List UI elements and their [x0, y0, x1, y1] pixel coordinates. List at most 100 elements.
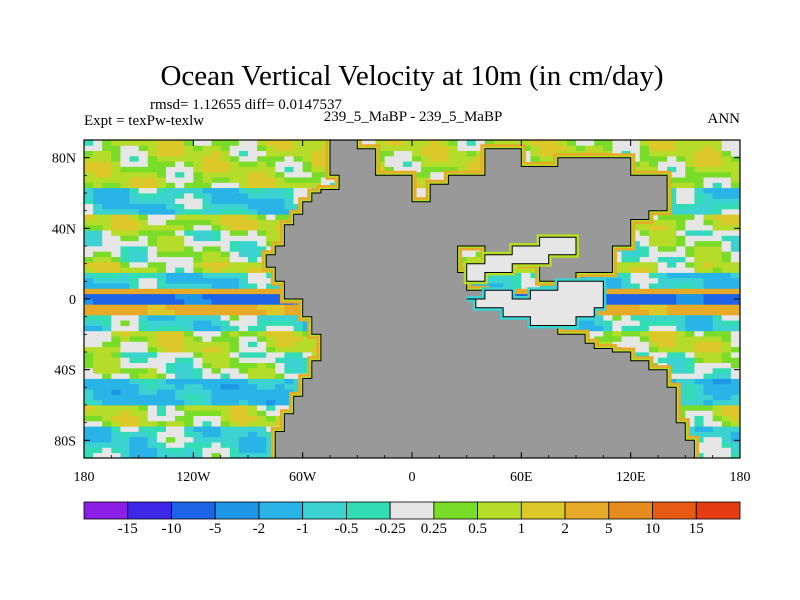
- field-cell: [138, 304, 149, 310]
- field-cell: [229, 261, 240, 268]
- field-cell: [193, 261, 203, 268]
- field-cell: [238, 182, 249, 189]
- field-cell: [102, 320, 112, 326]
- field-cell: [257, 187, 267, 194]
- y-tick-label: 40N: [52, 222, 76, 237]
- field-cell: [84, 320, 94, 326]
- field-cell: [703, 267, 714, 273]
- field-cell: [166, 240, 176, 247]
- field-cell: [293, 150, 304, 157]
- field-cell: [175, 166, 185, 173]
- field-cell: [703, 341, 714, 348]
- field-cell: [120, 277, 130, 284]
- field-cell: [311, 161, 322, 167]
- field-cell: [156, 410, 167, 416]
- field-cell: [202, 389, 212, 395]
- field-cell: [211, 431, 222, 438]
- field-cell: [193, 208, 203, 215]
- field-cell: [266, 155, 276, 162]
- field-cell: [120, 240, 130, 247]
- field-cell: [120, 193, 130, 199]
- field-cell: [384, 166, 395, 173]
- field-cell: [138, 251, 149, 257]
- field-cell: [293, 155, 304, 162]
- field-cell: [721, 171, 732, 178]
- field-cell: [156, 267, 167, 273]
- field-cell: [612, 272, 622, 279]
- field-cell: [211, 267, 222, 273]
- field-cell: [266, 383, 276, 390]
- field-cell: [147, 140, 158, 146]
- field-cell: [548, 283, 559, 289]
- field-cell: [211, 442, 222, 448]
- field-cell: [667, 187, 677, 194]
- field-cell: [284, 182, 294, 189]
- field-cell: [484, 277, 495, 284]
- field-cell: [102, 150, 112, 157]
- field-cell: [630, 283, 641, 289]
- field-cell: [676, 362, 686, 369]
- field-cell: [84, 288, 94, 295]
- field-cell: [129, 235, 140, 242]
- field-cell: [138, 161, 149, 167]
- field-cell: [257, 447, 267, 454]
- field-cell: [248, 352, 258, 358]
- field-cell: [147, 182, 158, 189]
- field-cell: [730, 378, 740, 385]
- field-cell: [676, 299, 686, 305]
- field-cell: [685, 362, 695, 369]
- field-cell: [193, 304, 203, 310]
- field-cell: [712, 177, 723, 183]
- field-cell: [175, 283, 185, 289]
- field-cell: [129, 272, 140, 279]
- field-cell: [211, 314, 222, 321]
- field-cell: [676, 367, 686, 374]
- field-cell: [639, 272, 650, 279]
- field-cell: [156, 442, 167, 448]
- field-cell: [184, 277, 194, 284]
- field-cell: [293, 145, 304, 151]
- field-cell: [248, 378, 258, 385]
- colorbar-swatch: [564, 501, 610, 520]
- field-cell: [111, 352, 121, 358]
- field-cell: [120, 145, 130, 151]
- field-cell: [120, 208, 130, 215]
- field-cell: [111, 336, 121, 342]
- field-cell: [93, 304, 103, 310]
- field-cell: [175, 373, 185, 379]
- field-cell: [120, 389, 130, 395]
- field-cell: [694, 182, 704, 189]
- field-cell: [685, 224, 695, 231]
- field-cell: [676, 405, 686, 411]
- field-cell: [229, 230, 240, 236]
- field-cell: [621, 261, 632, 268]
- field-cell: [147, 161, 158, 167]
- field-cell: [93, 235, 103, 242]
- field-cell: [730, 208, 740, 215]
- field-cell: [166, 150, 176, 157]
- field-cell: [248, 405, 258, 411]
- field-cell: [730, 193, 740, 199]
- field-cell: [703, 452, 714, 458]
- field-cell: [685, 314, 695, 321]
- colorbar-label: -0.25: [375, 521, 406, 537]
- field-cell: [166, 224, 176, 231]
- field-cell: [111, 426, 121, 432]
- field-cell: [667, 161, 677, 167]
- field-cell: [266, 182, 276, 189]
- field-cell: [384, 150, 395, 157]
- field-cell: [93, 373, 103, 379]
- field-cell: [421, 161, 431, 167]
- field-cell: [257, 442, 267, 448]
- field-cell: [229, 426, 240, 432]
- field-cell: [248, 442, 258, 448]
- field-cell: [248, 251, 258, 257]
- field-cell: [375, 166, 386, 173]
- field-cell: [703, 362, 714, 369]
- field-cell: [721, 203, 732, 210]
- field-cell: [166, 155, 176, 162]
- field-cell: [138, 405, 149, 411]
- field-cell: [248, 357, 258, 363]
- field-cell: [166, 293, 176, 300]
- field-cell: [166, 399, 176, 406]
